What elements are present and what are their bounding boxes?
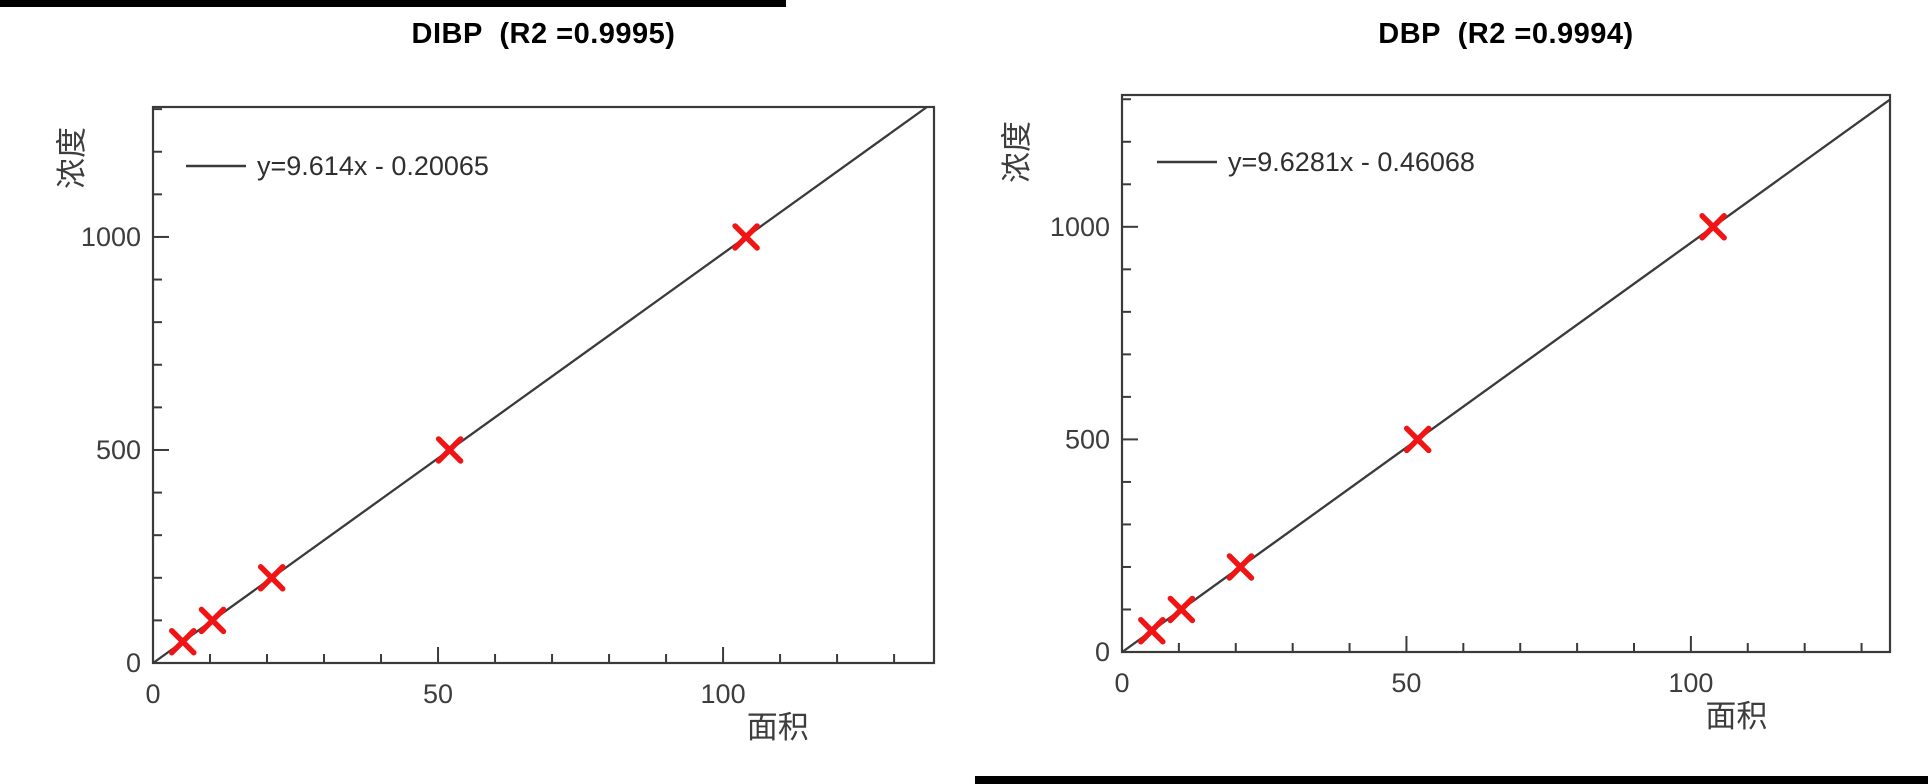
top-border-bar — [0, 0, 786, 7]
bottom-border-bar — [975, 776, 1928, 784]
data-point-marker — [1699, 213, 1727, 241]
axis-ticks — [1123, 98, 1863, 651]
x-tick-label: 50 — [1391, 668, 1421, 698]
data-point-marker — [257, 564, 286, 592]
legend-equation: y=9.6281x - 0.46068 — [1228, 147, 1475, 177]
data-point-marker — [732, 223, 760, 251]
data-point-marker — [1226, 553, 1255, 581]
x-tick-label: 50 — [423, 679, 453, 709]
data-points — [1138, 213, 1727, 645]
legend-equation: y=9.614x - 0.20065 — [257, 151, 489, 181]
data-point-marker — [1167, 595, 1196, 624]
data-point-marker — [435, 436, 464, 464]
x-axis-label: 面积 — [1705, 699, 1767, 734]
y-tick-labels: 0 500 1000 — [1050, 212, 1110, 667]
y-tick-label: 500 — [1065, 424, 1110, 454]
chart-title: DBP (R2 =0.9994) — [1378, 18, 1634, 50]
x-tick-labels: 0 50 100 — [145, 679, 745, 709]
axis-ticks — [154, 108, 896, 662]
x-tick-labels: 0 50 100 — [1114, 668, 1713, 698]
plot-frame — [1120, 93, 1892, 654]
data-point-marker — [1138, 616, 1166, 645]
x-tick-label: 0 — [145, 679, 160, 709]
y-tick-label: 1000 — [1050, 212, 1110, 242]
y-tick-label: 500 — [96, 435, 141, 465]
plot-frame — [151, 105, 936, 665]
data-point-marker — [169, 627, 197, 656]
x-axis-label: 面积 — [747, 710, 809, 745]
data-point-marker — [1403, 425, 1432, 454]
y-tick-label: 1000 — [81, 222, 141, 252]
regression-line — [1121, 98, 1891, 653]
x-tick-label: 100 — [701, 679, 746, 709]
y-axis-label: 浓度 — [1000, 121, 1035, 183]
y-tick-label: 0 — [1095, 637, 1110, 667]
y-tick-label: 0 — [126, 648, 141, 678]
x-tick-label: 100 — [1668, 668, 1713, 698]
chart-title: DIBP (R2 =0.9995) — [411, 18, 676, 50]
y-axis-label: 浓度 — [55, 127, 90, 189]
data-point-marker — [198, 606, 227, 635]
x-tick-label: 0 — [1114, 668, 1129, 698]
regression-line — [152, 106, 928, 664]
data-points — [169, 223, 760, 656]
y-tick-labels: 0 500 1000 — [81, 222, 141, 678]
